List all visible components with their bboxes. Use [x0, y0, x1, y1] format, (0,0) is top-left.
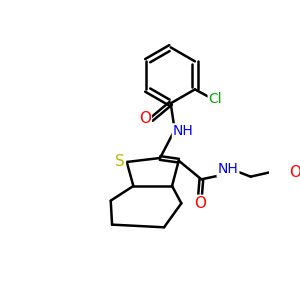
Text: O: O — [194, 196, 206, 211]
Text: Cl: Cl — [209, 92, 222, 106]
Text: O: O — [290, 165, 300, 180]
Text: NH: NH — [173, 124, 194, 138]
Text: S: S — [115, 154, 125, 169]
Text: NH: NH — [218, 162, 239, 176]
Text: O: O — [139, 110, 151, 125]
